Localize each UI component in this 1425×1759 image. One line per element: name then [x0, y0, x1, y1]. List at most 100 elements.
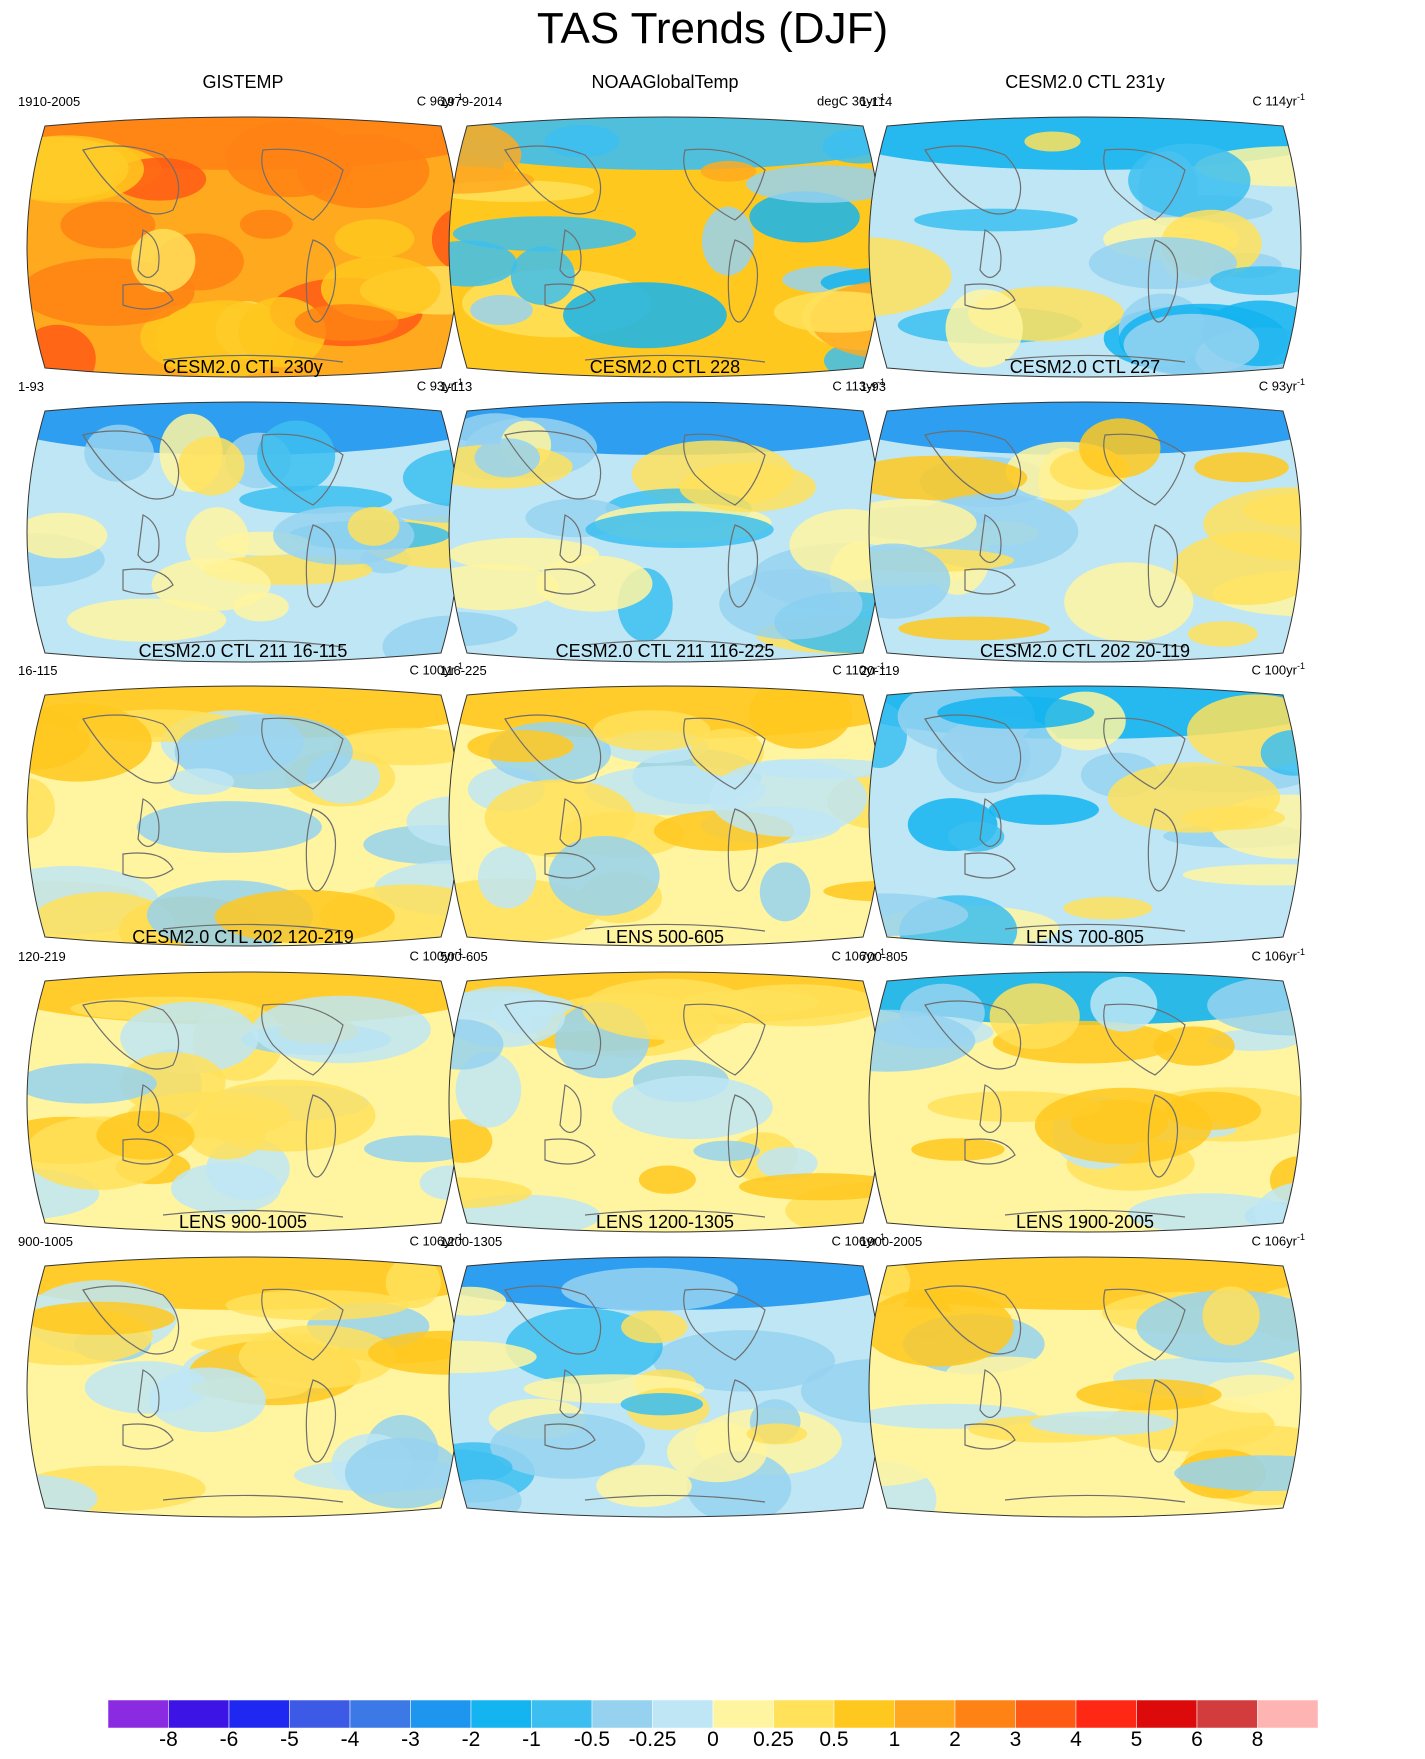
panel-units-text: C 106yr: [831, 948, 877, 964]
trend-map: [448, 401, 882, 663]
trend-map: [26, 116, 460, 378]
trend-map: [448, 116, 882, 378]
colorbar-tick-label: -1: [522, 1728, 541, 1751]
colorbar-tick-label: -2: [461, 1728, 481, 1751]
map-panel: LENS 1900-2005 1900-2005 C 106yr-1: [850, 1212, 1320, 1532]
panel-period: 116-225: [440, 663, 487, 678]
panel-units: degC 36yr-1: [817, 92, 885, 109]
trend-map: [868, 401, 1302, 663]
panel-period: 1900-2005: [860, 1234, 923, 1249]
panel-title: LENS 1900-2005: [1015, 1212, 1155, 1232]
panel-units: C 100yr-1: [409, 661, 463, 678]
trend-map: [26, 685, 460, 947]
colorbar-tick-label: 8: [1251, 1728, 1264, 1751]
map-panel: CESM2.0 CTL 231y 1-114 C 114yr-1: [850, 72, 1320, 392]
colorbar-swatch: [773, 1700, 835, 1728]
panel-title: CESM2.0 CTL 211 16-115: [138, 641, 348, 661]
map-panel: NOAAGlobalTemp 1979-2014 degC 36yr-1: [430, 72, 900, 392]
panel-units: C 93yr-1: [1258, 377, 1305, 394]
map-panel: GISTEMP 1910-2005 C 96yr-1: [8, 72, 478, 392]
panel-title: CESM2.0 CTL 231y: [1005, 72, 1165, 92]
panel-units-text: C 96yr: [416, 93, 455, 109]
panel-period: 1-93: [860, 379, 887, 394]
colorbar-swatch: [833, 1700, 895, 1728]
panel-units-text: C 106yr: [1251, 948, 1297, 964]
panel-title: LENS 900-1005: [178, 1212, 308, 1232]
panel-units-text: C 100yr: [1251, 662, 1297, 678]
map-panel: LENS 500-605 500-605 C 106yr-1: [430, 927, 900, 1247]
colorbar-tick-label: 6: [1191, 1728, 1203, 1751]
colorbar-tick-label: -3: [401, 1728, 420, 1751]
map-panel: LENS 900-1005 900-1005 C 106yr-1: [8, 1212, 478, 1532]
panel-units-text: C 93yr: [416, 378, 455, 394]
panel-period: 900-1005: [18, 1234, 73, 1249]
colorbar-swatch: [591, 1700, 653, 1728]
trend-map: [448, 971, 882, 1233]
trend-map: [26, 1256, 460, 1518]
colorbar-tick-label: -0.5: [573, 1728, 611, 1751]
colorbar-tick-label: 0.5: [819, 1728, 849, 1751]
panel-period: 700-805: [860, 949, 908, 964]
panel-period: 1200-1305: [440, 1234, 503, 1249]
colorbar-tick-label: -4: [340, 1728, 360, 1751]
colorbar-swatch: [349, 1700, 411, 1728]
colorbar-swatch: [228, 1700, 290, 1728]
map-panel: CESM2.0 CTL 202 120-219 120-219 C 100yr-1: [8, 927, 478, 1247]
colorbar-tick-label: 0.25: [753, 1728, 794, 1751]
colorbar-swatch: [108, 1700, 169, 1728]
panel-period: 1-93: [18, 379, 45, 394]
map-panel: CESM2.0 CTL 211 16-115 16-115 C 100yr-1: [8, 641, 478, 961]
colorbar-tick-label: 4: [1070, 1728, 1082, 1751]
panel-units-text: C 106yr: [409, 1233, 455, 1249]
panel-units: C 100yr-1: [409, 947, 463, 964]
panel-period: 120-219: [18, 949, 66, 964]
trend-map: [26, 971, 460, 1233]
colorbar-tick-label: -8: [159, 1728, 178, 1751]
trend-map: [868, 116, 1302, 378]
panel-title: CESM2.0 CTL 230y: [163, 357, 323, 377]
trend-map: [868, 685, 1302, 947]
panel-units: C 106yr-1: [1251, 1232, 1305, 1249]
colorbar-swatch: [289, 1700, 351, 1728]
panel-units: C 106yr-1: [409, 1232, 463, 1249]
map-panel: CESM2.0 CTL 202 20-119 20-119 C 100yr-1: [850, 641, 1320, 961]
panel-units: C 110yr-1: [832, 661, 885, 678]
trend-map: [868, 971, 1302, 1233]
figure-title: TAS Trends (DJF): [536, 4, 889, 53]
colorbar-swatch: [652, 1700, 714, 1728]
colorbar-swatch: [954, 1700, 1016, 1728]
trend-map: [448, 685, 882, 947]
map-panel: LENS 1200-1305 1200-1305 C 106yr-1: [430, 1212, 900, 1532]
panel-units-text: C 100yr: [409, 948, 455, 964]
colorbar-tick-label: 0: [707, 1728, 719, 1751]
map-panel: CESM2.0 CTL 211 116-225 116-225 C 110yr-1: [430, 641, 900, 961]
map-panel: CESM2.0 CTL 228 1-113 C 113yr-1: [430, 357, 900, 677]
colorbar-swatch: [1196, 1700, 1258, 1728]
panel-units-text: C 110yr: [832, 662, 877, 678]
panel-period: 20-119: [860, 663, 900, 678]
panel-units: C 114yr-1: [1252, 92, 1305, 109]
colorbar-tick-label: -5: [280, 1728, 299, 1751]
colorbar-swatch: [531, 1700, 593, 1728]
trend-map: [868, 1256, 1302, 1518]
panel-units: C 100yr-1: [1251, 661, 1305, 678]
panel-title: GISTEMP: [202, 72, 284, 92]
colorbar-swatch: [1136, 1700, 1198, 1728]
panel-units-text: C 113yr: [832, 378, 877, 394]
panel-title: LENS 500-605: [605, 927, 725, 947]
panel-units: C 113yr-1: [832, 377, 885, 394]
map-panel: LENS 700-805 700-805 C 106yr-1: [850, 927, 1320, 1247]
colorbar-swatch: [1075, 1700, 1137, 1728]
map-panel: CESM2.0 CTL 230y 1-93 C 93yr-1: [8, 357, 478, 677]
panel-units: C 106yr-1: [831, 1232, 885, 1249]
colorbar-tick-label: 1: [888, 1728, 901, 1751]
panel-period: 1-113: [440, 379, 473, 394]
colorbar-swatch: [168, 1700, 230, 1728]
panel-period: 500-605: [440, 949, 488, 964]
panel-units: C 106yr-1: [831, 947, 885, 964]
colorbar-swatch: [712, 1700, 774, 1728]
panel-title: CESM2.0 CTL 202 120-219: [132, 927, 354, 947]
colorbar-tick-label: -0.25: [628, 1728, 677, 1751]
colorbar-tick-label: -6: [219, 1728, 239, 1751]
map-panel: CESM2.0 CTL 227 1-93 C 93yr-1: [850, 357, 1320, 677]
